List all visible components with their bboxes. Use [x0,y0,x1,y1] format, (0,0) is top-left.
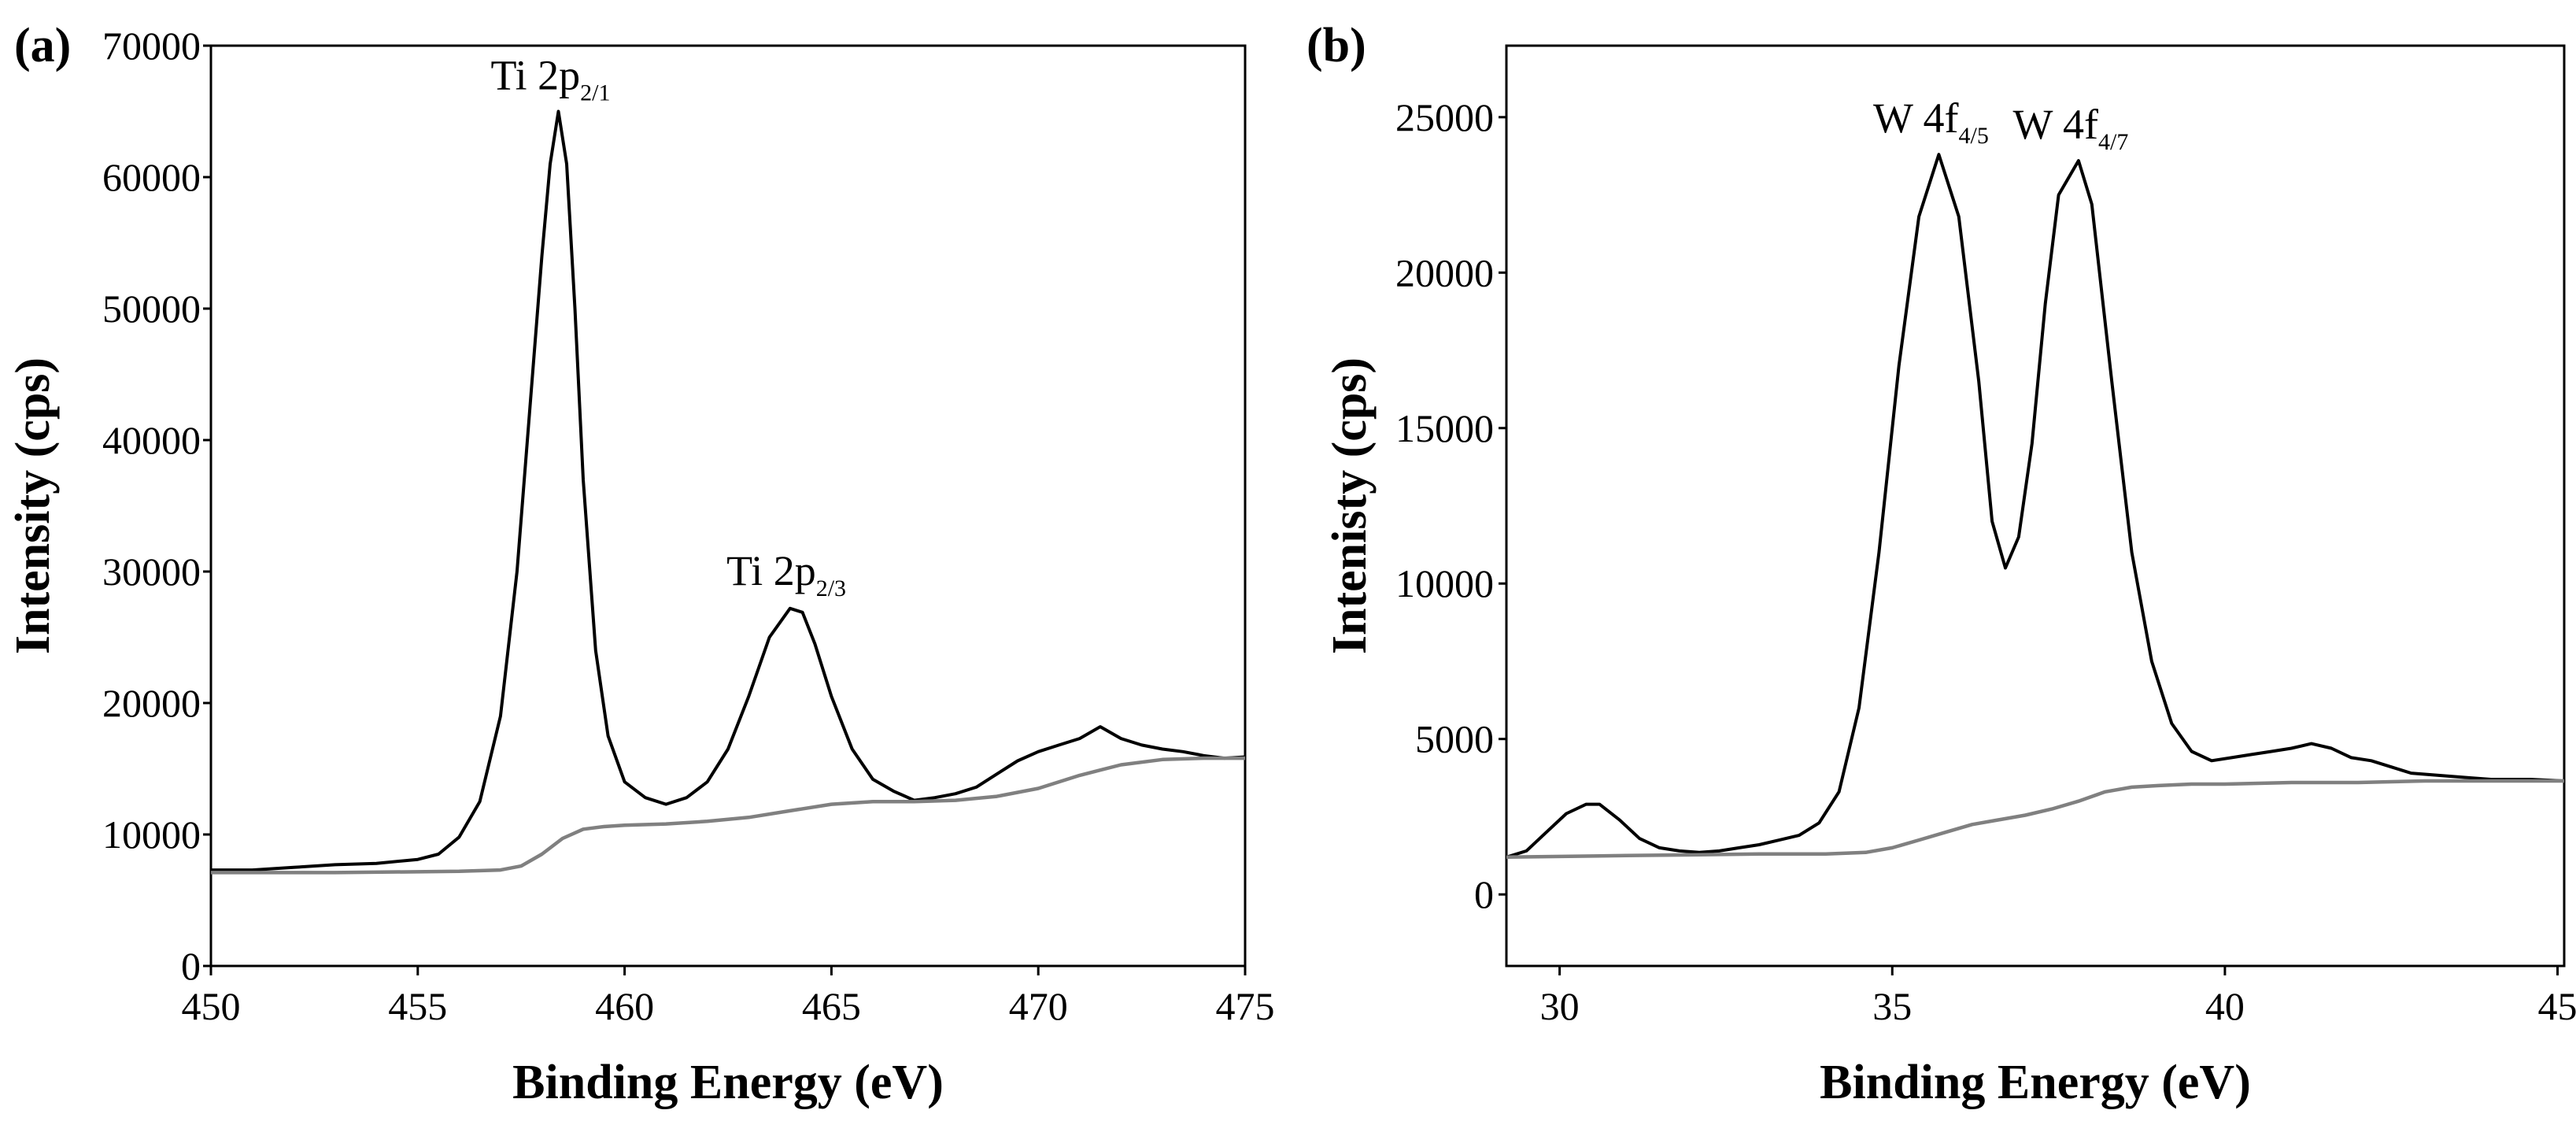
series-line-spectrum [1506,153,2565,859]
y-tick-label: 0 [1474,872,1494,916]
panel-label: (b) [1306,19,1366,72]
x-tick-label: 40 [2205,984,2245,1028]
peak-annotation: W 4f4/5 [1873,94,1989,149]
peak-annotation: Ti 2p2/1 [491,52,611,106]
x-tick-label: 460 [595,984,654,1028]
y-tick-label: 40000 [102,418,201,462]
x-tick-label: 465 [802,984,861,1028]
x-tick-label: 45 [2538,984,2576,1028]
chart-panel-a: 450 455 460 465 470 475 0 10000 20000 30000 40000 5… [6,19,1275,1109]
plot-frame [1505,44,2566,968]
series-line-background [211,756,1245,875]
y-tick-label: 25000 [1395,95,1494,139]
x-tick-label: 475 [1216,984,1275,1028]
y-tick-label: 0 [181,944,201,988]
y-tick-label: 20000 [1395,250,1494,294]
peak-annotation: Ti 2p2/3 [726,547,846,601]
series-line-spectrum [211,109,1246,872]
y-tick-label: 60000 [102,155,201,199]
y-tick-label: 70000 [102,24,201,68]
x-tick-label: 35 [1872,984,1912,1028]
x-axis-title: Binding Energy (eV) [512,1056,944,1109]
chart-panel-b: 30 35 40 45 0 5000 10000 15000 20000 25000 Binding… [1306,19,2576,1109]
y-tick-label: 10000 [1395,561,1494,605]
plot-frame [209,44,1247,968]
y-axis-title: Intenisty (cps) [1323,357,1377,654]
x-tick-label: 455 [388,984,447,1028]
y-tick-label: 50000 [102,287,201,331]
x-tick-label: 30 [1540,984,1580,1028]
y-tick-label: 10000 [102,812,201,857]
panel-label: (a) [14,19,71,72]
series-line-background [1506,779,2564,860]
x-axis-title: Binding Energy (eV) [1820,1056,2251,1109]
peak-annotation: W 4f4/7 [2013,101,2129,155]
y-tick-label: 30000 [102,549,201,594]
y-axis-title: Intensity (cps) [6,357,60,654]
x-tick-label: 470 [1009,984,1068,1028]
y-tick-label: 20000 [102,681,201,725]
y-tick-label: 15000 [1395,406,1494,450]
y-tick-label: 5000 [1415,717,1494,761]
x-tick-label: 450 [182,984,241,1028]
